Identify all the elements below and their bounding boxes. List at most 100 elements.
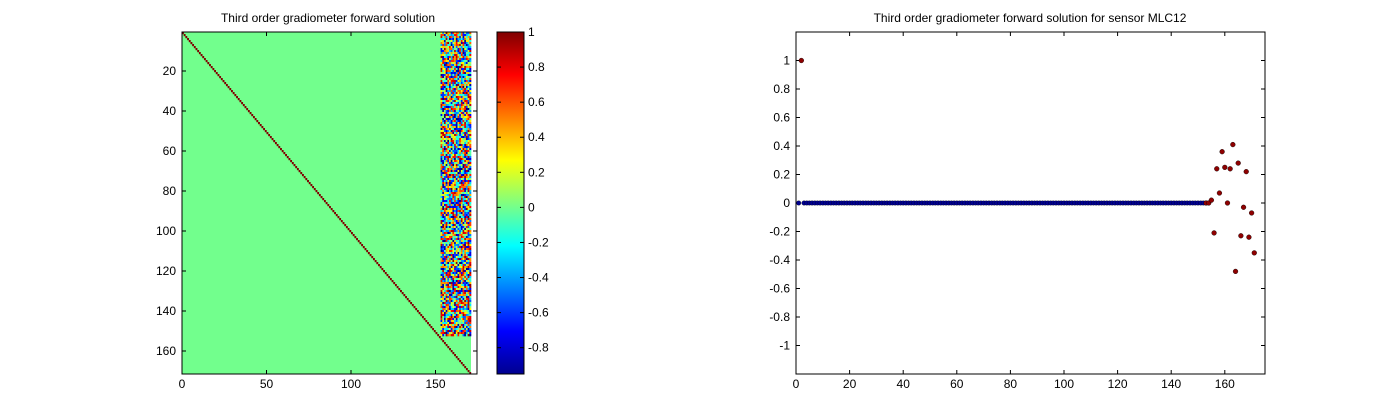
heatmap-cell: [443, 80, 446, 83]
heatmap-cell: [447, 58, 450, 61]
heatmap-cell: [442, 96, 445, 99]
heatmap-diagonal-cell: [258, 122, 260, 125]
heatmap-cell: [465, 226, 468, 229]
heatmap-cell: [450, 242, 453, 245]
heatmap-cell: [443, 108, 446, 111]
heatmap-cell: [455, 36, 458, 39]
heatmap-cell: [442, 208, 445, 211]
heatmap-cell: [454, 148, 457, 151]
heatmap-cell: [443, 186, 446, 189]
heatmap-cell: [467, 70, 470, 73]
heatmap-cell: [442, 76, 445, 79]
heatmap-cell: [450, 150, 453, 153]
heatmap-cell: [449, 266, 452, 269]
heatmap-cell: [469, 118, 472, 121]
heatmap-cell: [445, 38, 448, 41]
heatmap-cell: [462, 270, 465, 273]
heatmap-cell: [450, 68, 453, 71]
heatmap-cell: [450, 196, 453, 199]
heatmap-cell: [464, 166, 467, 169]
heatmap-cell: [465, 52, 468, 55]
heatmap-cell: [462, 228, 465, 231]
heatmap-cell: [457, 122, 460, 125]
heatmap-cell: [455, 88, 458, 91]
heatmap-cell: [452, 318, 455, 321]
heatmap-cell: [469, 164, 472, 167]
scatter-y-tick-label: 0.6: [773, 111, 790, 125]
heatmap-cell: [465, 328, 468, 331]
heatmap-cell: [462, 176, 465, 179]
heatmap-cell: [447, 48, 450, 51]
heatmap-cell: [462, 186, 465, 189]
heatmap-cell: [450, 198, 453, 201]
heatmap-cell: [462, 286, 465, 289]
heatmap-cell: [457, 32, 460, 35]
heatmap-cell: [460, 106, 463, 109]
heatmap-cell: [457, 62, 460, 65]
heatmap-cell: [467, 110, 470, 113]
heatmap-cell: [465, 286, 468, 289]
heatmap-cell: [452, 140, 455, 143]
heatmap-cell: [465, 126, 468, 129]
heatmap-cell: [440, 122, 443, 125]
heatmap-cell: [445, 296, 448, 299]
heatmap-cell: [469, 98, 472, 101]
heatmap-cell: [459, 330, 462, 333]
heatmap-cell: [465, 172, 468, 175]
heatmap-cell: [459, 200, 462, 203]
heatmap-cell: [443, 172, 446, 175]
heatmap-cell: [464, 298, 467, 301]
heatmap-cell: [450, 326, 453, 329]
heatmap-cell: [462, 130, 465, 133]
heatmap-cell: [440, 144, 443, 147]
heatmap-diagonal-cell: [415, 308, 418, 311]
heatmap-cell: [469, 168, 472, 171]
heatmap-cell: [449, 48, 452, 51]
heatmap-cell: [442, 166, 445, 169]
heatmap-cell: [464, 36, 467, 39]
heatmap-cell: [440, 234, 443, 237]
heatmap-cell: [462, 204, 465, 207]
heatmap-cell: [443, 176, 446, 179]
heatmap-cell: [450, 270, 453, 273]
heatmap-cell: [450, 206, 453, 209]
heatmap-cell: [467, 136, 470, 139]
heatmap-cell: [457, 64, 460, 67]
heatmap-cell: [445, 196, 448, 199]
heatmap-cell: [452, 274, 455, 277]
heatmap-cell: [447, 44, 450, 47]
heatmap-cell: [454, 48, 457, 51]
heatmap-cell: [459, 168, 462, 171]
heatmap-cell: [464, 216, 467, 219]
heatmap-cell: [445, 54, 448, 57]
heatmap-cell: [467, 66, 470, 69]
heatmap-diagonal-cell: [266, 132, 269, 135]
heatmap-cell: [455, 276, 458, 279]
heatmap-cell: [445, 254, 448, 257]
heatmap-cell: [443, 84, 446, 87]
heatmap-cell: [467, 32, 470, 35]
heatmap-cell: [469, 198, 472, 201]
heatmap-cell: [440, 180, 443, 183]
heatmap-cell: [460, 162, 463, 165]
heatmap-diagonal-cell: [190, 42, 193, 45]
heatmap-cell: [464, 290, 467, 293]
heatmap-cell: [467, 102, 470, 105]
heatmap-cell: [465, 142, 468, 145]
heatmap-cell: [450, 110, 453, 113]
scatter-y-tick-label: -0.6: [769, 282, 790, 296]
heatmap-cell: [447, 196, 450, 199]
heatmap-cell: [459, 134, 462, 137]
heatmap-cell: [454, 188, 457, 191]
heatmap-cell: [449, 124, 452, 127]
heatmap-cell: [459, 250, 462, 253]
heatmap-cell: [454, 284, 457, 287]
heatmap-cell: [447, 50, 450, 53]
heatmap-cell: [452, 238, 455, 241]
heatmap-cell: [440, 294, 443, 297]
heatmap-cell: [469, 90, 472, 93]
heatmap-cell: [459, 184, 462, 187]
heatmap-cell: [467, 184, 470, 187]
heatmap-cell: [467, 168, 470, 171]
scatter-x-tick-label: 120: [1108, 377, 1128, 391]
